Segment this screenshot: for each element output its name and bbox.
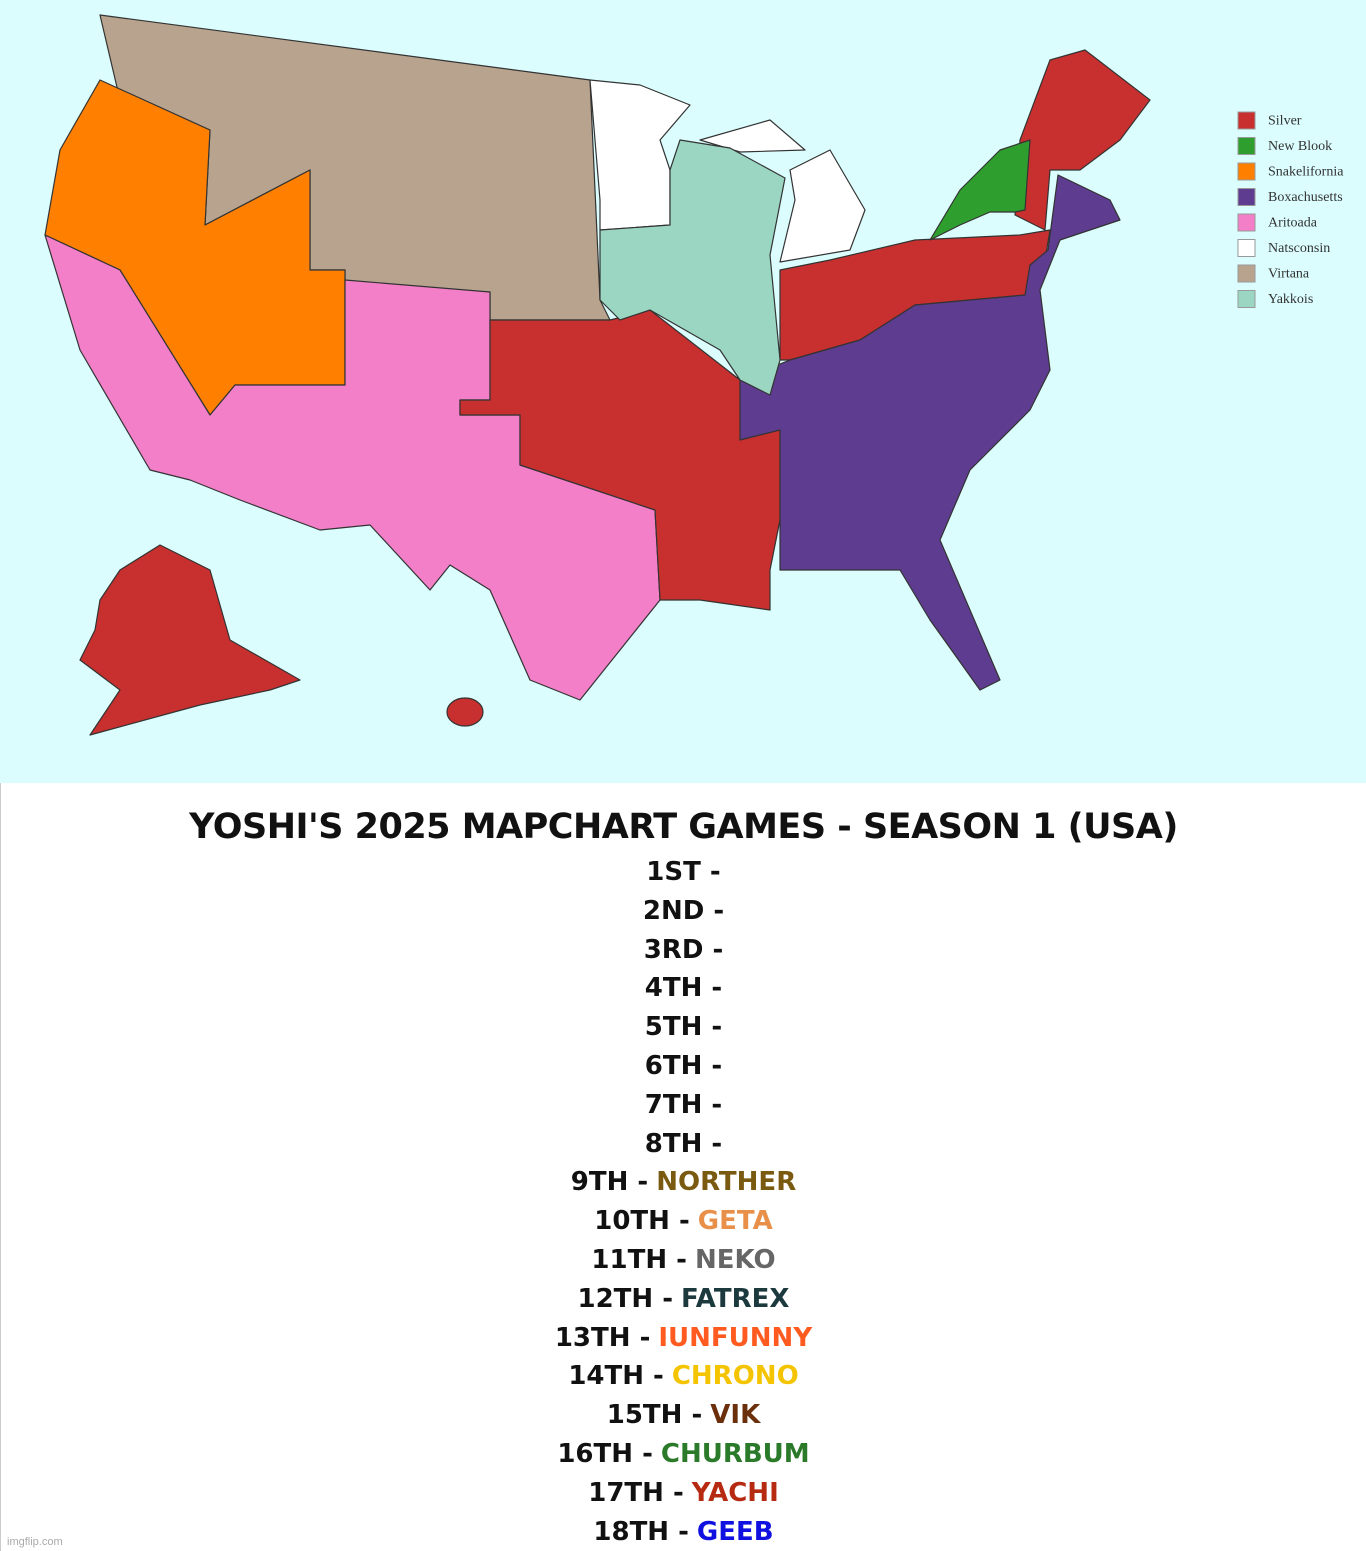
- ranking-row: 10TH - GETA: [1, 1202, 1366, 1241]
- results-panel: YOSHI'S 2025 MAPCHART GAMES - SEASON 1 (…: [0, 783, 1366, 1551]
- place: 7TH -: [644, 1089, 723, 1120]
- region-yakkois: [599, 139, 786, 396]
- place: 3RD -: [643, 934, 724, 965]
- player-name: GEEB: [696, 1516, 774, 1547]
- place: 11TH -: [591, 1244, 687, 1275]
- region-silver: [79, 544, 301, 736]
- place: 9TH -: [570, 1167, 649, 1198]
- place: 5TH -: [644, 1012, 723, 1043]
- region-silver: [446, 697, 484, 727]
- place: 10TH -: [594, 1206, 690, 1237]
- place: 4TH -: [644, 973, 723, 1004]
- map: Silver New Blook Snakelifornia Boxachusetts…: [0, 0, 1366, 783]
- legend-label: Natsconsin: [1268, 241, 1330, 256]
- ranking-row: 18TH - GEEB: [1, 1513, 1366, 1551]
- legend-swatch: [1237, 162, 1256, 181]
- place: 6TH -: [644, 1050, 723, 1081]
- place: 14TH -: [568, 1361, 664, 1392]
- title: YOSHI'S 2025 MAPCHART GAMES - SEASON 1 (…: [189, 807, 1178, 847]
- legend-label: Silver: [1268, 114, 1302, 129]
- ranking-row: 17TH - YACHI: [1, 1474, 1366, 1513]
- ranking-row: 13TH - IUNFUNNY: [1, 1319, 1366, 1358]
- legend-swatch: [1237, 213, 1256, 232]
- ranking-row: 5TH -: [1, 1008, 1366, 1047]
- place: 2ND -: [642, 895, 725, 926]
- player-name: NORTHER: [656, 1167, 797, 1198]
- place: 17TH -: [588, 1477, 684, 1508]
- legend-swatch: [1237, 239, 1256, 257]
- player-name: CHRONO: [671, 1361, 799, 1392]
- place: 12TH -: [577, 1283, 674, 1314]
- legend-label: Aritoada: [1268, 216, 1318, 231]
- ranking-row: 9TH - NORTHER: [1, 1163, 1366, 1202]
- region-natsconsin: [779, 149, 866, 263]
- player-name: GETA: [697, 1206, 773, 1237]
- place: 16TH -: [557, 1438, 653, 1469]
- legend-swatch: [1237, 111, 1256, 130]
- watermark: imgflip.com: [7, 1536, 63, 1548]
- ranking-row: 8TH -: [1, 1125, 1366, 1164]
- ranking-row: 3RD -: [1, 931, 1366, 970]
- ranking-row: 11TH - NEKO: [1, 1241, 1366, 1280]
- legend-label: Virtana: [1268, 267, 1310, 282]
- ranking-row: 2ND -: [1, 892, 1366, 931]
- ranking-row: 16TH - CHURBUM: [1, 1435, 1366, 1474]
- place: 15TH -: [606, 1400, 703, 1431]
- place: 18TH -: [593, 1516, 689, 1547]
- legend: Silver New Blook Snakelifornia Boxachusetts…: [1237, 111, 1344, 308]
- ranking-row: 12TH - FATREX: [1, 1280, 1366, 1319]
- legend-swatch: [1237, 290, 1256, 308]
- ranking-row: 14TH - CHRONO: [1, 1357, 1366, 1396]
- legend-swatch: [1237, 264, 1256, 283]
- region-boxachusetts: [739, 174, 1121, 691]
- player-name: CHURBUM: [660, 1438, 810, 1469]
- place: 13TH -: [554, 1322, 651, 1353]
- player-name: YACHI: [691, 1477, 779, 1508]
- ranking-row: 7TH -: [1, 1086, 1366, 1125]
- legend-label: New Blook: [1268, 139, 1332, 154]
- player-name: NEKO: [694, 1244, 776, 1275]
- ranking-row: 4TH -: [1, 969, 1366, 1008]
- legend-label: Snakelifornia: [1268, 165, 1344, 180]
- rankings: 1ST - 2ND - 3RD - 4TH - 5TH - 6TH - 7TH - 8TH -…: [1, 853, 1366, 1551]
- player-name: FATREX: [681, 1283, 790, 1314]
- ranking-row: 15TH - VIK: [1, 1396, 1366, 1435]
- player-name: IUNFUNNY: [658, 1322, 813, 1353]
- player-name: VIK: [710, 1400, 761, 1431]
- region-silver: [459, 309, 781, 611]
- legend-label: Yakkois: [1268, 292, 1313, 307]
- ranking-row: 1ST -: [1, 853, 1366, 892]
- legend-label: Boxachusetts: [1268, 190, 1343, 205]
- ranking-row: 6TH -: [1, 1047, 1366, 1086]
- place: 1ST -: [646, 857, 721, 887]
- legend-swatch: [1237, 137, 1256, 155]
- region-new-blook: [929, 139, 1031, 241]
- legend-swatch: [1237, 188, 1256, 206]
- place: 8TH -: [644, 1128, 723, 1159]
